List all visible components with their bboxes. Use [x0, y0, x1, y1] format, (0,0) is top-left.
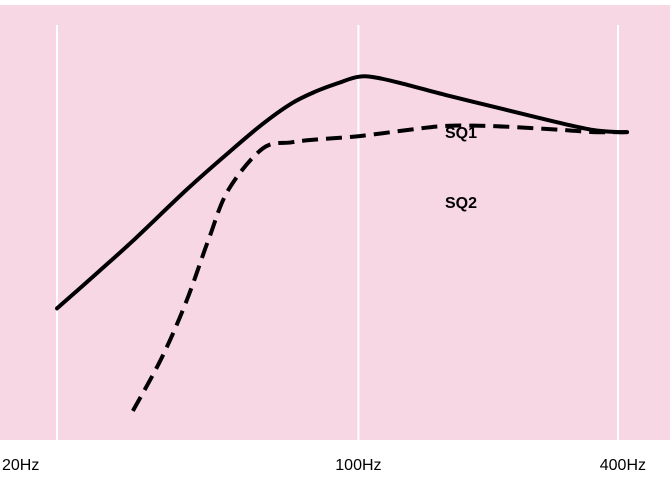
series-line-sq1 [55, 74, 630, 311]
series-line-sq2 [131, 123, 628, 412]
x-tick-label: 100Hz [335, 457, 381, 474]
series-label-sq2: SQ2 [445, 195, 477, 212]
x-tick-label: 20Hz [2, 457, 39, 474]
x-tick-label: 400Hz [600, 457, 646, 474]
plot-background [0, 5, 670, 440]
series-label-sq1: SQ1 [445, 125, 477, 142]
